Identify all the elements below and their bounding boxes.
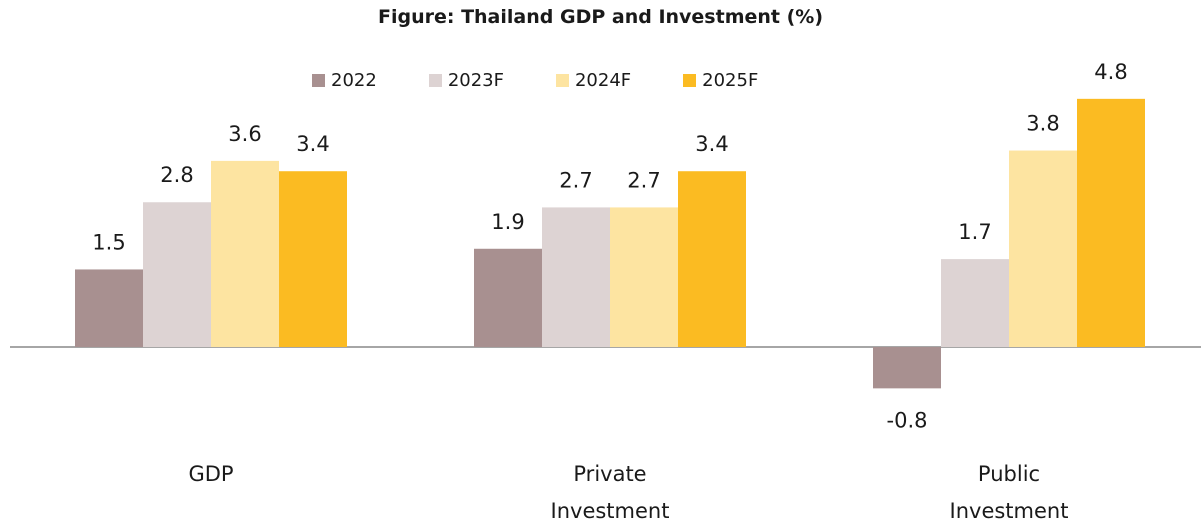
data-label: 3.4 (695, 132, 728, 156)
legend-item: 2024F (555, 70, 632, 91)
legend-item: 2023F (428, 70, 504, 91)
data-label: 3.8 (1026, 112, 1059, 136)
legend-label: 2025F (702, 70, 759, 91)
bar (873, 347, 941, 389)
chart-title: Figure: Thailand GDP and Investment (%) (377, 6, 824, 28)
bar (678, 171, 746, 347)
bar (75, 269, 143, 347)
data-label: 1.5 (92, 230, 125, 254)
bar (474, 248, 542, 347)
data-label: 2.7 (627, 168, 660, 192)
legend-swatch (555, 74, 569, 87)
data-label: 2.7 (559, 168, 592, 192)
legend-label: 2023F (447, 70, 504, 91)
data-label: 3.6 (228, 122, 261, 146)
category-label: Private (573, 462, 646, 486)
data-label: 1.7 (958, 220, 991, 244)
data-label: -0.8 (887, 408, 928, 432)
bar (1009, 150, 1077, 347)
legend-label: 2024F (574, 70, 632, 91)
category-label: Public (978, 462, 1040, 486)
legend-label: 2022 (331, 70, 377, 91)
bar (143, 202, 211, 347)
data-label: 4.8 (1094, 60, 1127, 84)
legend-item: 2025F (683, 70, 758, 91)
legend-swatch (428, 74, 442, 87)
category-label: Investment (551, 499, 670, 523)
data-label: 2.8 (160, 163, 193, 187)
category-label: GDP (188, 462, 233, 486)
data-label: 1.9 (491, 210, 524, 234)
bar (941, 259, 1009, 347)
bar (211, 160, 279, 347)
bar (610, 207, 678, 347)
category-label: Investment (950, 499, 1069, 523)
legend-swatch (683, 74, 697, 87)
legend-item: 2022 (312, 70, 377, 91)
bar (279, 171, 347, 347)
legend-swatch (312, 74, 325, 87)
legend: 2022 2023F 2024F 2025F (312, 70, 758, 91)
bar (1077, 98, 1145, 347)
bar (542, 207, 610, 347)
data-label: 3.4 (296, 132, 329, 156)
